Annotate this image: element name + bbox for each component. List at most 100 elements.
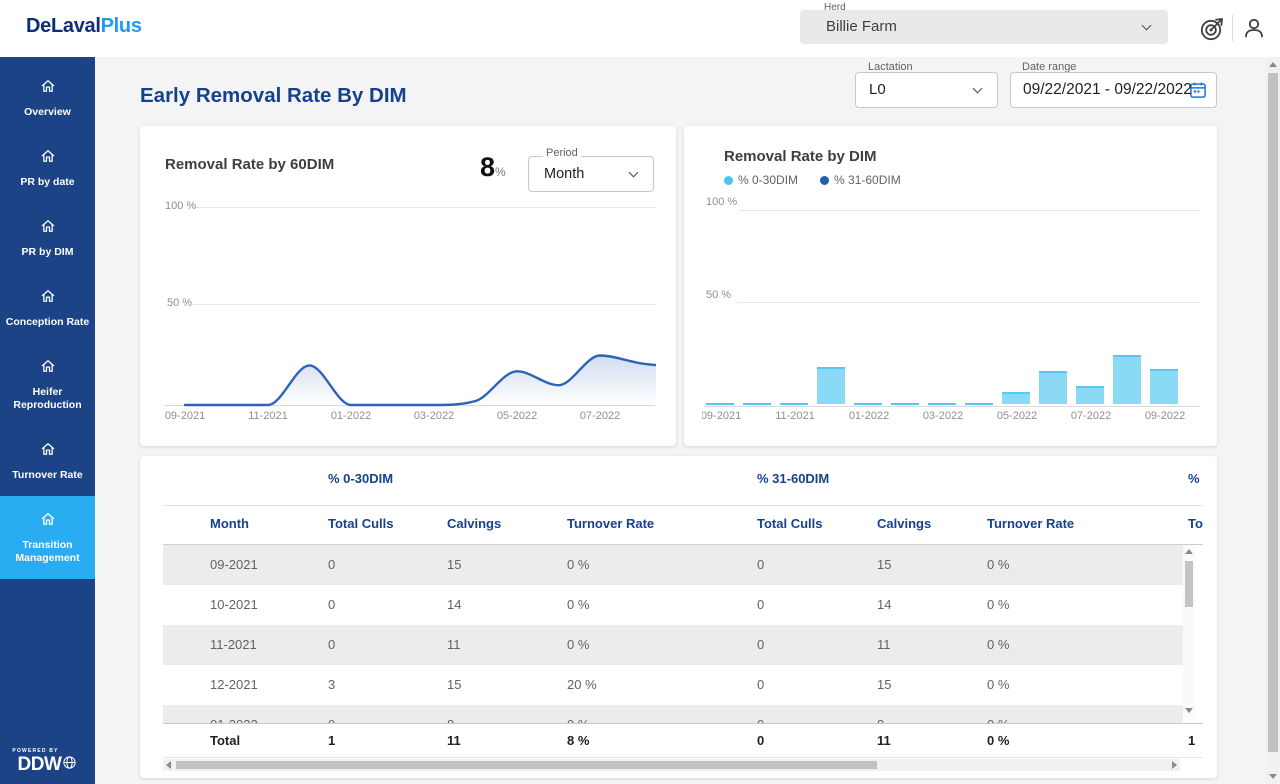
scroll-right-arrow[interactable] xyxy=(1172,761,1177,769)
bar-chart-card: Removal Rate by DIM % 0-30DIM% 31-60DIM … xyxy=(684,126,1217,446)
table-row[interactable]: 09-2021 0 15 0 % 0 15 0 % xyxy=(163,545,1183,585)
table-column-header[interactable]: Total Culls xyxy=(757,516,823,531)
calendar-icon[interactable] xyxy=(1188,80,1208,105)
table-total-cell: 0 % xyxy=(987,733,1010,748)
chevron-down-icon xyxy=(972,83,983,94)
date-range-input[interactable] xyxy=(1010,72,1217,108)
table-cell: 14 xyxy=(447,597,462,612)
sidebar-item-label: Conception Rate xyxy=(5,316,90,328)
chevron-down-icon xyxy=(1141,20,1152,31)
bar-09-2022 xyxy=(1150,368,1178,404)
legend-item[interactable]: % 0-30DIM xyxy=(724,173,798,187)
home-icon xyxy=(39,147,57,170)
y-axis-tick: 50 % xyxy=(706,289,732,301)
sidebar-item-transition-management[interactable]: Transition Management xyxy=(0,496,95,579)
table-column-header[interactable]: Calvings xyxy=(447,516,502,531)
chevron-down-icon xyxy=(628,167,639,178)
bar-chart-title: Removal Rate by DIM xyxy=(724,148,877,165)
lactation-select[interactable] xyxy=(855,72,998,108)
page-scroll-thumb[interactable] xyxy=(1268,73,1278,752)
table-vscroll-thumb[interactable] xyxy=(1185,561,1193,607)
x-axis-tick: 11-2021 xyxy=(775,410,815,422)
bar-04-2022 xyxy=(965,403,993,405)
table-divider xyxy=(163,544,1203,545)
sidebar-item-turnover-rate[interactable]: Turnover Rate xyxy=(0,426,95,496)
x-axis-tick: 11-2021 xyxy=(248,410,288,422)
line-chart-card: Removal Rate by 60DIM 8 % Period Month 1… xyxy=(140,126,676,446)
home-icon xyxy=(39,77,57,100)
user-icon[interactable] xyxy=(1240,14,1268,47)
table-cell: 14 xyxy=(877,597,892,612)
globe-icon xyxy=(62,755,77,775)
table-column-header[interactable]: Total Culls xyxy=(328,516,394,531)
table-divider xyxy=(163,723,1203,724)
table-cell: 01-2022 xyxy=(210,705,258,723)
sidebar-item-heifer-reproduction[interactable]: Heifer Reproduction xyxy=(0,343,95,426)
table-group-header: % xyxy=(1188,471,1200,486)
table-column-header[interactable]: Month xyxy=(210,516,249,531)
x-axis-tick: 07-2022 xyxy=(1070,410,1112,422)
line-area-fill xyxy=(185,355,656,405)
bar-06-2022 xyxy=(1039,370,1067,404)
page-scrollbar[interactable] xyxy=(1266,57,1280,784)
table-hscroll-thumb[interactable] xyxy=(176,761,877,769)
sidebar-item-label: PR by date xyxy=(20,176,75,188)
sidebar-item-pr-by-dim[interactable]: PR by DIM xyxy=(0,203,95,273)
sidebar-item-pr-by-date[interactable]: PR by date xyxy=(0,133,95,203)
sidebar-nav: Overview PR by date PR by DIM Conception Ra… xyxy=(0,57,95,784)
ddw-logo: POWERED BY DDW xyxy=(0,748,95,776)
table-cell: 3 xyxy=(328,677,336,692)
table-row[interactable]: 10-2021 0 14 0 % 0 14 0 % xyxy=(163,585,1183,625)
table-row[interactable]: 12-2021 3 15 20 % 0 15 0 % xyxy=(163,665,1183,705)
table-row[interactable]: 11-2021 0 11 0 % 0 11 0 % xyxy=(163,625,1183,665)
table-cell: 0 % xyxy=(987,677,1010,692)
table-column-header[interactable]: Calvings xyxy=(877,516,932,531)
sidebar-item-label: Turnover Rate xyxy=(12,469,83,481)
legend-label: % 0-30DIM xyxy=(738,173,799,187)
table-column-header[interactable]: Turnover Rate xyxy=(567,516,655,531)
scroll-down-arrow[interactable] xyxy=(1185,708,1193,713)
sidebar-item-conception-rate[interactable]: Conception Rate xyxy=(0,273,95,343)
chart-legend: % 0-30DIM % 31-60DIM xyxy=(724,173,901,187)
period-value: Month xyxy=(544,166,585,182)
table-group-header: % 31-60DIM xyxy=(757,471,830,486)
x-axis-tick: 03-2022 xyxy=(922,410,964,422)
scroll-left-arrow[interactable] xyxy=(166,761,171,769)
bar-chart: 09-2021 11-2021 01-2022 03-2022 05-2022 07-20… xyxy=(702,126,1200,446)
herd-select[interactable] xyxy=(800,10,1168,44)
table-row[interactable]: 01-2022 0 8 0 % 0 8 0 % xyxy=(163,705,1183,723)
table-cell: 0 % xyxy=(567,557,590,572)
gridline-50 xyxy=(192,304,655,305)
scroll-down-arrow[interactable] xyxy=(1269,774,1277,779)
x-axis-tick: 01-2022 xyxy=(330,410,372,422)
app-logo: DeLavalPlus xyxy=(26,15,142,38)
table-cell: 0 % xyxy=(567,597,590,612)
scroll-up-arrow[interactable] xyxy=(1269,62,1277,67)
powered-by-text: POWERED BY xyxy=(12,748,59,754)
bar-08-2022 xyxy=(1113,355,1141,404)
legend-item[interactable]: % 31-60DIM xyxy=(820,173,901,187)
table-body: 09-2021 0 15 0 % 0 15 0 % 10-2021 0 14 0 % 0 14 0 % 11… xyxy=(163,545,1183,723)
target-icon[interactable] xyxy=(1198,13,1228,48)
table-cell: 10-2021 xyxy=(210,597,258,612)
period-select[interactable] xyxy=(528,156,654,192)
gridline-100 xyxy=(740,210,1200,211)
logo-primary: DeLaval xyxy=(26,15,101,37)
scroll-up-arrow[interactable] xyxy=(1185,549,1193,554)
topbar-divider xyxy=(1232,15,1233,41)
table-cell: 0 xyxy=(757,705,764,723)
table-total-cell: 1 xyxy=(1188,733,1196,748)
table-horizontal-scrollbar[interactable] xyxy=(163,759,1180,771)
line-series-svg xyxy=(183,354,656,407)
sidebar-item-overview[interactable]: Overview xyxy=(0,63,95,133)
logo-secondary: Plus xyxy=(100,15,142,37)
table-column-header[interactable]: To xyxy=(1188,516,1203,531)
table-vertical-scrollbar[interactable] xyxy=(1183,545,1195,717)
table-cell: 0 xyxy=(757,597,765,612)
home-icon xyxy=(39,287,57,310)
table-column-header[interactable]: Turnover Rate xyxy=(987,516,1075,531)
bar-05-2022 xyxy=(1002,392,1030,404)
ddw-brand-text: DDW xyxy=(17,754,62,775)
legend-label: % 31-60DIM xyxy=(834,173,901,187)
table-cell: 09-2021 xyxy=(210,557,258,572)
